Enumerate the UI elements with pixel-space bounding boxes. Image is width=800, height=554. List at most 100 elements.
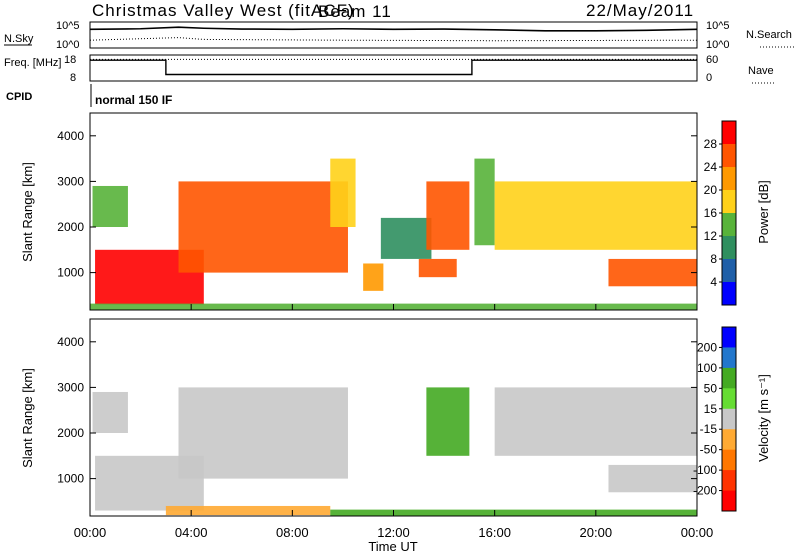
velocity-ytick-label: 3000 — [57, 380, 84, 394]
power-colorbar-tick-label: 12 — [704, 229, 718, 243]
power-colorbar-tick-label: 4 — [710, 275, 717, 289]
power-ytick-label: 2000 — [57, 220, 84, 234]
freq-left-tick-top: 18 — [64, 54, 76, 66]
power-swatch — [722, 282, 736, 306]
power-colorbar-tick-label: 16 — [704, 206, 718, 220]
velocity-ytick-label: 4000 — [57, 335, 84, 349]
station-title: Christmas Valley West (fitACF) — [92, 1, 355, 20]
velocity-colorbar-tick-label: -200 — [693, 484, 717, 498]
velocity-swatch — [722, 327, 736, 348]
velocity-swatch — [722, 490, 736, 512]
freq-left-label: Freq. [MHz] — [4, 57, 61, 69]
time-tick-label: 12:00 — [377, 525, 410, 540]
power-y-axis: 4000 3000 2000 1000 — [57, 129, 697, 280]
power-swatch — [722, 144, 736, 168]
frequency-series — [90, 58, 697, 76]
power-colorbar-tick-label: 28 — [704, 137, 718, 151]
velocity-cell — [330, 509, 697, 516]
velocity-colorbar-tick-label: 50 — [704, 381, 718, 395]
power-cell — [608, 258, 697, 287]
power-cell — [330, 158, 356, 228]
power-colorbar-tick-label: 20 — [704, 183, 718, 197]
noise-panel-frame — [89, 21, 698, 49]
power-y-label: Slant Range [km] — [20, 162, 35, 262]
power-cell — [418, 258, 457, 278]
noise-right-tick-top: 10^5 — [706, 20, 730, 32]
noise-line-0 — [89, 26, 698, 32]
velocity-colorbar-tick-label: 100 — [697, 361, 717, 375]
time-tick-label: 16:00 — [478, 525, 511, 540]
velocity-colorbar: 200 100 50 15 -15 -50 -100 -200 — [693, 326, 737, 512]
power-colorbar-label: Power [dB] — [756, 180, 771, 244]
freq-panel-frame — [89, 54, 698, 82]
velocity-ytick-label: 2000 — [57, 426, 84, 440]
freq-right-label: Nave — [748, 65, 774, 77]
velocity-cell — [165, 505, 331, 516]
time-axis: 00:00 04:00 08:00 12:00 16:00 20:00 00:00 — [74, 304, 714, 540]
power-cell — [494, 181, 697, 250]
velocity-colorbar-tick-label: -50 — [700, 443, 718, 457]
velocity-swatch — [722, 388, 736, 410]
power-swatch — [722, 236, 736, 260]
velocity-colorbar-tick-label: -15 — [700, 422, 718, 436]
power-cell — [380, 217, 432, 259]
power-ytick-label: 3000 — [57, 174, 84, 188]
velocity-colorbar-label: Velocity [m s⁻¹] — [756, 374, 771, 462]
velocity-colorbar-tick-label: 15 — [704, 402, 718, 416]
velocity-colorbar-frame — [721, 326, 737, 512]
cpid-program: normal 150 IF — [95, 93, 172, 107]
time-tick-label: 04:00 — [175, 525, 208, 540]
noise-line-1 — [89, 37, 698, 42]
velocity-cell — [608, 464, 697, 493]
velocity-swatch — [722, 367, 736, 389]
velocity-cell — [178, 387, 348, 479]
noise-right-label: N.Search — [746, 29, 792, 41]
velocity-swatch — [722, 429, 736, 451]
power-ytick-label: 1000 — [57, 266, 84, 280]
date-label: 22/May/2011 — [586, 1, 694, 20]
velocity-ytick-label: 1000 — [57, 472, 84, 486]
power-cell — [92, 185, 128, 228]
velocity-swatch — [722, 347, 736, 369]
velocity-swatch — [722, 449, 736, 471]
velocity-colorbar-tick-label: 200 — [697, 340, 717, 354]
power-ytick-label: 4000 — [57, 129, 84, 143]
time-tick-label: 00:00 — [681, 525, 714, 540]
power-cell — [426, 181, 470, 250]
freq-line-0 — [90, 59, 697, 76]
velocity-cell — [494, 387, 697, 456]
velocity-swatch — [722, 470, 736, 492]
velocity-colorbar-tick-label: -100 — [693, 463, 717, 477]
power-cell — [474, 158, 495, 246]
power-swatch — [722, 167, 736, 191]
power-colorbar-tick-label: 8 — [710, 252, 717, 266]
power-cell — [178, 181, 348, 273]
time-tick-label: 00:00 — [74, 525, 107, 540]
noise-left-tick-bottom: 10^0 — [56, 39, 80, 51]
velocity-y-axis: 4000 3000 2000 1000 — [57, 335, 697, 486]
velocity-cell — [426, 387, 470, 456]
power-colorbar: 28 24 20 16 12 8 4 — [704, 120, 737, 306]
velocity-y-label: Slant Range [km] — [20, 368, 35, 468]
power-swatch — [722, 121, 736, 145]
velocity-cell — [92, 391, 128, 434]
power-swatch — [722, 190, 736, 214]
power-swatch — [722, 259, 736, 283]
power-cell — [363, 263, 384, 291]
velocity-swatch — [722, 408, 736, 430]
noise-left-label: N.Sky — [4, 33, 34, 45]
time-tick-label: 20:00 — [580, 525, 613, 540]
velocity-heatmap — [92, 387, 697, 516]
freq-right-tick-bottom: 0 — [706, 72, 712, 84]
noise-left-tick-top: 10^5 — [56, 20, 80, 32]
cpid-label: CPID — [6, 91, 32, 103]
power-colorbar-tick-label: 24 — [704, 160, 718, 174]
freq-right-tick-top: 60 — [706, 54, 718, 66]
power-swatch — [722, 213, 736, 237]
noise-right-tick-bottom: 10^0 — [706, 39, 730, 51]
power-heatmap — [90, 158, 697, 310]
beam-label: Beam 11 — [318, 2, 392, 21]
time-axis-label: Time UT — [368, 539, 417, 554]
noise-series — [89, 26, 698, 42]
